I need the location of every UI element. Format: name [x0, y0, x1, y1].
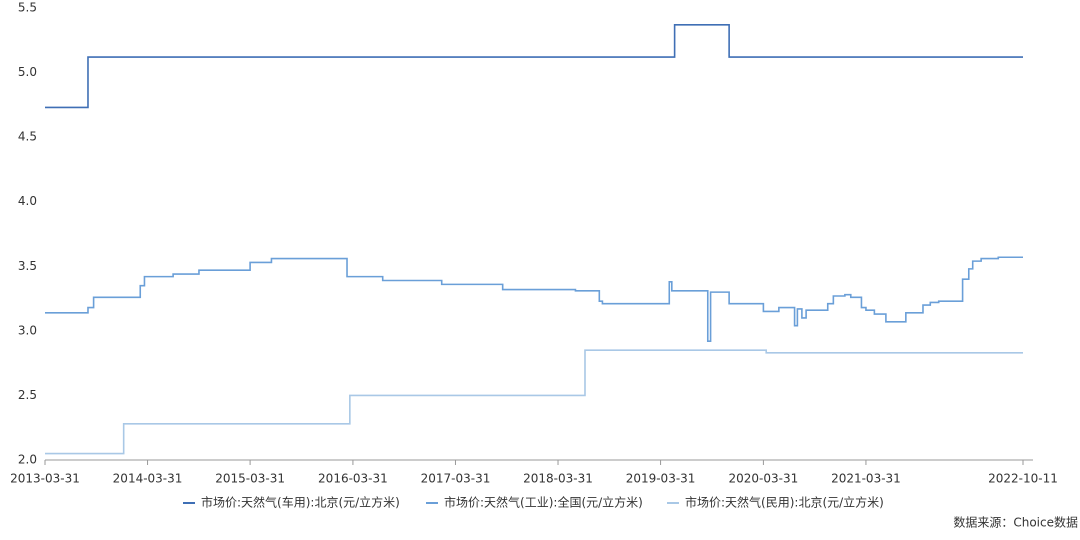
x-tick-label: 2020-03-31	[729, 472, 799, 486]
series-line	[45, 349, 1023, 455]
x-tick-label: 2014-03-31	[113, 472, 183, 486]
y-tick-label: 2.5	[18, 388, 37, 402]
y-tick-label: 4.5	[18, 130, 37, 144]
y-tick-label: 3.0	[18, 323, 37, 337]
x-tick-label: 2022-10-11	[988, 472, 1058, 486]
y-tick-label: 5.5	[18, 1, 37, 15]
y-tick-label: 5.0	[18, 65, 37, 79]
x-tick-label: 2019-03-31	[626, 472, 696, 486]
x-tick-label: 2018-03-31	[523, 472, 593, 486]
y-tick-label: 2.0	[18, 453, 37, 467]
legend-label: 市场价:天然气(民用):北京(元/立方米)	[685, 495, 884, 510]
y-tick-label: 3.5	[18, 259, 37, 273]
x-tick-label: 2016-03-31	[318, 472, 388, 486]
legend-label: 市场价:天然气(车用):北京(元/立方米)	[201, 495, 400, 510]
x-tick-label: 2017-03-31	[421, 472, 491, 486]
source-note: 数据来源：Choice数据	[953, 515, 1078, 530]
x-tick-label: 2021-03-31	[831, 472, 901, 486]
x-tick-label: 2013-03-31	[10, 472, 80, 486]
legend-label: 市场价:天然气(工业):全国(元/立方米)	[444, 495, 643, 510]
y-tick-label: 4.0	[18, 194, 37, 208]
series-line	[45, 256, 1023, 342]
series-line	[45, 23, 1023, 109]
x-tick-label: 2015-03-31	[215, 472, 285, 486]
